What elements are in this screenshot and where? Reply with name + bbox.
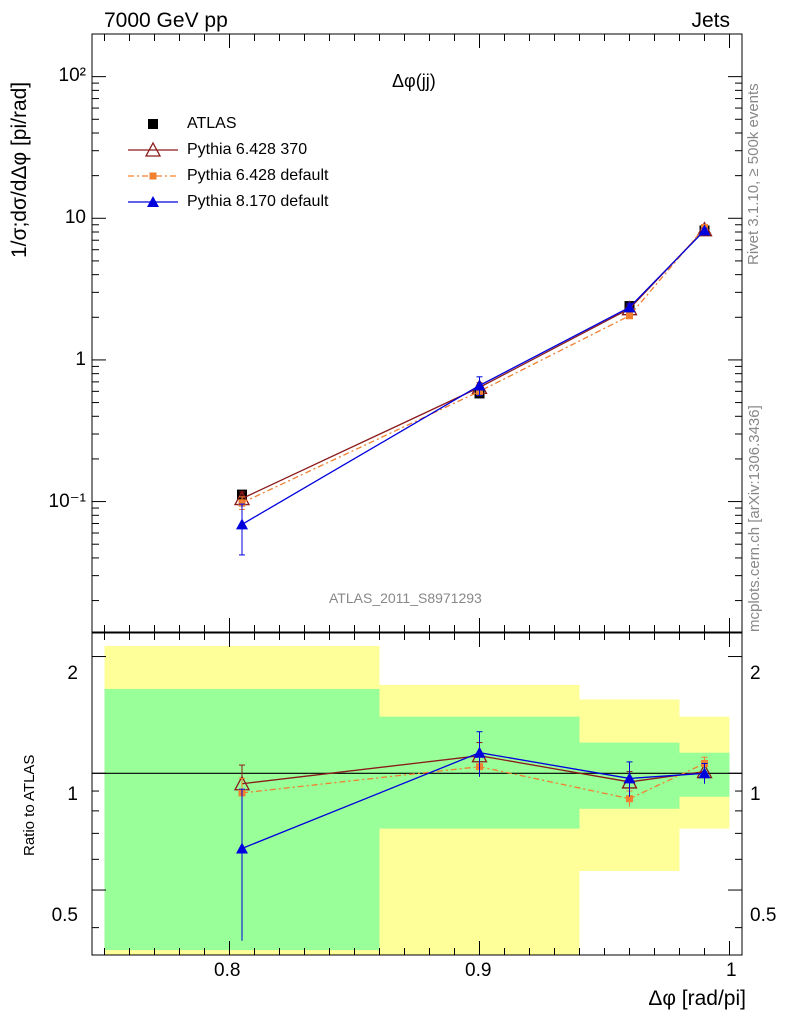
data-point <box>473 379 486 391</box>
ratio-point <box>236 842 248 854</box>
main-ytick-label: 1 <box>75 349 86 370</box>
main-ytick-label: 10⁻¹ <box>48 491 87 512</box>
legend-label: Pythia 6.428 370 <box>187 141 308 158</box>
ratio-point <box>623 772 636 784</box>
observable-label: Δφ(jj) <box>392 71 436 91</box>
legend-label: ATLAS <box>187 115 237 132</box>
legend-label: Pythia 6.428 default <box>187 167 329 184</box>
ratio-line <box>241 752 705 850</box>
legend-marker <box>144 141 162 157</box>
x-tick-label: 1 <box>726 960 737 981</box>
series-line <box>241 230 705 525</box>
series-line <box>241 227 705 504</box>
ratio-ytick-label-left: 2 <box>67 663 78 684</box>
data-point <box>698 224 711 236</box>
ratio-ytick-label-right: 1 <box>750 784 761 805</box>
x-tick-label: 0.8 <box>214 960 241 981</box>
mcplots-credit-label: mcplots.cern.ch [arXiv:1306.3436] <box>746 405 763 632</box>
ratio-ytick-label-right: 2 <box>750 663 761 684</box>
main-ytick-label: 10 <box>64 207 86 228</box>
main-panel-frame <box>91 33 743 633</box>
series-line <box>241 229 705 500</box>
data-point <box>626 312 633 320</box>
rivet-version-label: Rivet 3.1.10, ≥ 500k events <box>745 83 762 265</box>
ratio-ytick-label-left: 1 <box>67 784 78 805</box>
ratio-ytick-label-right: 0.5 <box>750 905 777 926</box>
legend-marker <box>148 119 158 129</box>
data-point <box>236 518 248 530</box>
x-axis-label: Δφ [rad/pi] <box>648 987 746 1010</box>
ratio-point <box>626 795 633 803</box>
main-ytick-label: 10² <box>58 65 86 86</box>
ratio-panel-frame <box>91 632 743 956</box>
analysis-id-label: ATLAS_2011_S8971293 <box>329 590 482 606</box>
main-y-axis-label: 1/σ;dσ/dΔφ [pi/rad] <box>8 81 31 258</box>
legend-label: Pythia 8.170 default <box>187 193 329 210</box>
ratio-ytick-label-left: 0.5 <box>51 905 78 926</box>
data-point <box>623 301 636 313</box>
data-point <box>238 499 246 507</box>
legend-marker <box>147 196 159 207</box>
ratio-line <box>241 755 705 785</box>
category-label: Jets <box>691 9 730 32</box>
ratio-point <box>473 746 486 758</box>
legend-marker <box>149 172 157 180</box>
ratio-point <box>698 767 711 779</box>
ratio-y-axis-label: Ratio to ATLAS <box>21 754 38 856</box>
x-tick-label: 0.9 <box>465 960 492 981</box>
energy-label: 7000 GeV pp <box>104 9 228 32</box>
